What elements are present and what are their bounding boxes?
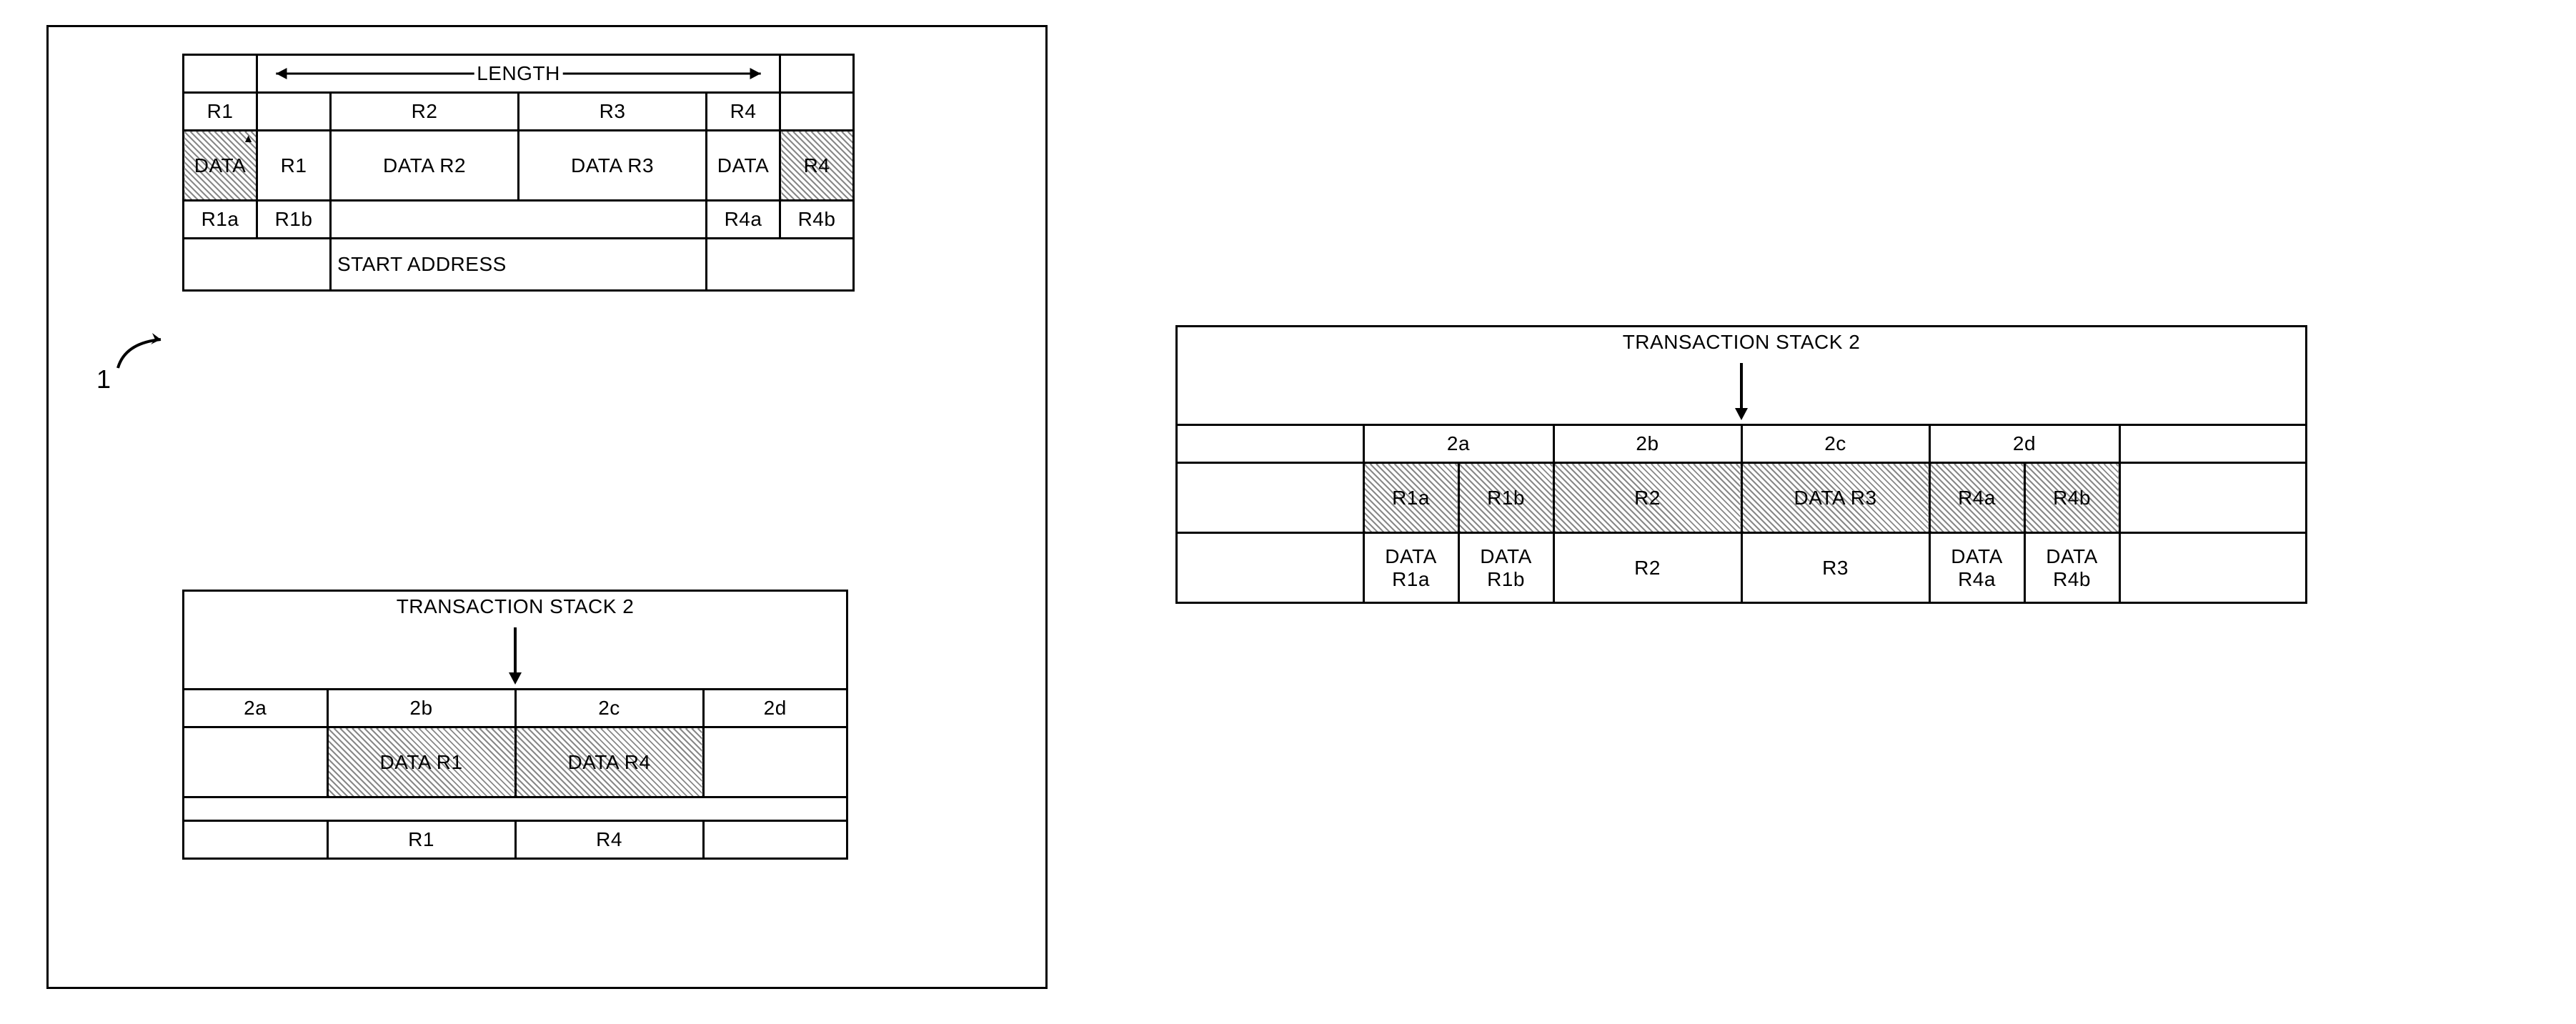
t1-data-r4-hatch: R4	[780, 131, 854, 201]
t3-d-r4a: DATA R4a	[1929, 533, 2024, 603]
t3-blank	[1177, 425, 1364, 463]
t2-blank	[184, 821, 328, 859]
t1-blank	[184, 55, 257, 93]
t1-r1a: R1a	[184, 201, 257, 239]
t2-blank	[703, 727, 847, 797]
t2-blank	[703, 591, 847, 690]
t3-2d: 2d	[1929, 425, 2119, 463]
t1-data-r1: R1	[257, 131, 331, 201]
t1-r1b: R1b	[257, 201, 331, 239]
t3-2a: 2a	[1363, 425, 1553, 463]
t2-div	[184, 797, 328, 821]
length-label: LENGTH	[474, 62, 563, 85]
t3-blank	[1929, 327, 2119, 425]
t3-d-r1b: DATA R1b	[1458, 533, 1553, 603]
t3-h-r4a: R4a	[1929, 463, 2024, 533]
table-1: LENGTH R1 R2 R3 R4 DATA ▲ R1 DATA R2 DAT…	[182, 54, 855, 292]
t1-blank	[519, 239, 707, 291]
t3-blank	[2119, 327, 2307, 425]
t3-d-r1a: DATA R1a	[1363, 533, 1458, 603]
t1-data-r2: DATA R2	[331, 131, 519, 201]
t3-title-cell: TRANSACTION STACK 2	[1553, 327, 1929, 425]
table-3: TRANSACTION STACK 2 2a 2b 2c 2d R1a R1b …	[1175, 325, 2307, 604]
t1-blank	[257, 239, 331, 291]
t3-blank	[1363, 327, 1553, 425]
t2-2a: 2a	[184, 690, 328, 727]
t2-title-cell: TRANSACTION STACK 2	[327, 591, 703, 690]
t1-data-hatched: DATA ▲	[184, 131, 257, 201]
t1-blank	[780, 93, 854, 131]
t3-d-r2: R2	[1553, 533, 1741, 603]
t3-blank	[1177, 327, 1364, 425]
t3-h-r1b: R1b	[1458, 463, 1553, 533]
t2-2d: 2d	[703, 690, 847, 727]
t2-r4: R4	[515, 821, 703, 859]
t3-blank	[2119, 425, 2307, 463]
t2-div	[327, 797, 515, 821]
t1-data-r4-text: DATA	[707, 131, 780, 201]
t3-d-r3: R3	[1741, 533, 1929, 603]
t2-div	[703, 797, 847, 821]
t3-h-r1a: R1a	[1363, 463, 1458, 533]
t1-start-addr: START ADDRESS	[331, 239, 519, 291]
t2-data-r1: DATA R1	[327, 727, 515, 797]
t3-d-r4b: DATA R4b	[2024, 533, 2119, 603]
t2-r1: R1	[327, 821, 515, 859]
t3-blank	[1177, 463, 1364, 533]
t1-data-label: DATA	[194, 154, 247, 177]
t2-title: TRANSACTION STACK 2	[397, 595, 635, 618]
ref-arrow-icon	[111, 329, 182, 372]
t1-blank	[184, 239, 257, 291]
t3-2b: 2b	[1553, 425, 1741, 463]
reference-label-1: 1	[96, 364, 111, 394]
t3-blank	[1177, 533, 1364, 603]
t1-r4a: R4a	[707, 201, 780, 239]
t2-data-r4: DATA R4	[515, 727, 703, 797]
t1-r4b: R4b	[780, 201, 854, 239]
length-arrow-cell: LENGTH	[257, 55, 780, 93]
t1-blank	[707, 239, 780, 291]
t2-2b: 2b	[327, 690, 515, 727]
t1-r4: R4	[707, 93, 780, 131]
table-2: TRANSACTION STACK 2 2a 2b 2c 2d DATA R1 …	[182, 590, 848, 860]
t1-blank	[519, 201, 707, 239]
t1-data-r3: DATA R3	[519, 131, 707, 201]
t1-blank	[331, 201, 519, 239]
t1-r1: R1	[184, 93, 257, 131]
t1-blank	[780, 239, 854, 291]
up-arrow-icon: ▲	[243, 133, 254, 146]
t1-r2: R2	[331, 93, 519, 131]
down-arrow-icon	[504, 624, 526, 688]
t1-blank	[780, 55, 854, 93]
t1-blank	[257, 93, 331, 131]
down-arrow-icon	[1731, 359, 1752, 424]
t2-blank	[184, 591, 328, 690]
t3-2c: 2c	[1741, 425, 1929, 463]
ref-num: 1	[96, 364, 111, 394]
t2-2c: 2c	[515, 690, 703, 727]
t3-blank	[2119, 533, 2307, 603]
t3-h-r2: R2	[1553, 463, 1741, 533]
t3-title: TRANSACTION STACK 2	[1623, 331, 1861, 354]
t2-blank	[703, 821, 847, 859]
t2-div	[515, 797, 703, 821]
t1-r3: R3	[519, 93, 707, 131]
t2-blank	[184, 727, 328, 797]
t3-h-r4b: R4b	[2024, 463, 2119, 533]
t3-blank	[2119, 463, 2307, 533]
t3-h-r3: DATA R3	[1741, 463, 1929, 533]
